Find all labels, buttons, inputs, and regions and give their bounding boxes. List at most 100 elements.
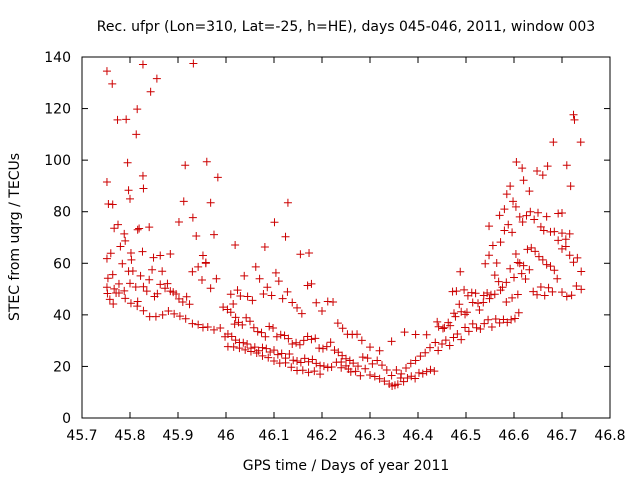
data-point [402,363,410,372]
data-point [536,283,545,292]
data-point [460,285,469,294]
data-point [380,377,389,386]
data-point [158,310,167,319]
data-point [273,350,282,359]
data-point [126,194,134,203]
y-tick-label: 120 [44,102,71,118]
y-tick-label: 80 [53,205,71,221]
data-point [145,223,154,232]
data-point [475,305,484,314]
data-point [133,105,142,114]
data-point [259,289,268,298]
data-point [188,213,197,222]
data-point [161,284,170,293]
data-point [126,248,135,257]
data-point [353,330,362,339]
data-point [490,290,499,299]
data-point [241,345,250,354]
data-point [538,255,547,264]
data-point [307,335,316,344]
data-point [337,358,346,367]
data-point [430,367,439,376]
data-point [258,343,267,352]
data-point [226,290,235,299]
data-point [202,157,211,166]
data-point [210,230,218,239]
data-point [103,289,112,298]
data-point [393,380,402,389]
data-point [542,260,551,269]
data-point [231,240,240,249]
data-point [471,289,480,298]
data-point [270,346,278,355]
data-point [426,343,434,352]
data-point [212,274,221,283]
data-point [418,369,427,378]
data-point [288,339,297,348]
data-point [567,291,576,300]
data-point [330,346,339,355]
data-point [569,110,578,119]
data-point [438,339,446,348]
data-point [554,236,563,245]
data-point [108,200,117,209]
data-point [533,166,542,175]
data-point [517,269,526,278]
data-point [506,182,515,191]
data-point [156,251,165,260]
data-point [292,338,301,347]
data-point [527,243,536,252]
data-point [323,363,332,372]
data-point [522,211,531,220]
data-point [511,202,520,211]
data-point [485,222,494,231]
data-point [243,292,252,301]
data-point [467,288,476,297]
data-point [227,332,236,341]
data-point [323,297,332,306]
data-point [248,296,257,305]
data-point [451,312,460,321]
data-point [142,287,151,296]
data-point [272,332,281,341]
data-point [102,254,111,263]
x-axis-label: GPS time / Days of year 2011 [243,458,450,474]
data-point [361,364,370,373]
data-point [235,344,244,353]
data-point [252,349,261,358]
data-point [299,336,308,345]
data-point [539,226,548,235]
data-point [122,115,131,124]
data-point [315,344,324,353]
data-point [495,318,504,327]
data-point [198,251,207,260]
data-point [288,298,297,307]
data-point [566,182,575,191]
data-point [492,259,501,268]
data-point [342,354,350,363]
data-point [506,264,515,273]
data-point [281,358,290,367]
data-point [449,333,458,342]
x-tick-label: 46.8 [594,428,625,444]
data-point [518,218,527,227]
data-point [267,291,276,300]
data-point [488,241,497,250]
data-point [550,266,559,275]
data-point [562,161,571,170]
data-point [327,362,336,371]
data-point [433,317,442,326]
data-point [114,220,122,229]
y-tick-label: 100 [44,153,71,169]
data-point [219,303,228,312]
data-point [188,319,197,328]
data-point [271,268,280,277]
data-point [487,322,496,331]
data-point [216,324,225,333]
data-point [484,315,493,324]
data-point [486,290,495,299]
data-point [163,279,172,288]
data-point [453,329,462,338]
data-point [322,342,331,351]
data-point [445,341,454,350]
